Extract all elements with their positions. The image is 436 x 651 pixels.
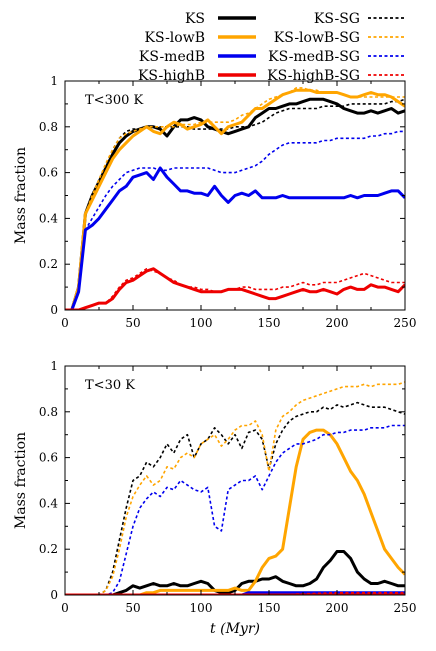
x-tick-label: 0 [61, 601, 69, 615]
series-group [65, 87, 405, 310]
legend-label-ks-sg: KS-SG [314, 11, 360, 27]
series-line-ks-lowb-sg [65, 381, 405, 595]
series-line-ks-medb-sg [65, 130, 405, 310]
y-axis-label: Mass fraction [13, 432, 29, 529]
y-tick-label: 0.8 [39, 120, 58, 134]
legend: KS KS-SG KS-lowB KS-lowB-SG KS-medB KS-medB-S… [138, 11, 406, 84]
series-line-ks-medb-sg [65, 424, 405, 595]
series-line-ks [65, 97, 405, 310]
y-tick-label: 0 [50, 303, 58, 317]
legend-label-ks-medb: KS-medB [139, 49, 205, 65]
x-tick-label: 150 [258, 601, 281, 615]
y-tick-label: 0.8 [39, 405, 58, 419]
x-tick-label: 0 [61, 316, 69, 330]
y-tick-label: 1 [50, 74, 58, 88]
y-tick-label: 0.4 [39, 496, 58, 510]
x-tick-label: 250 [394, 601, 417, 615]
series-line-ks-medb [65, 166, 405, 310]
temperature-annotation: T<300 K [85, 93, 144, 108]
y-tick-label: 0.2 [39, 257, 58, 271]
legend-label-ks-medb-sg: KS-medB-SG [268, 49, 360, 65]
panel-top: 0 50 100 150 200 250 0 0.2 0.4 0.6 0.8 1 T<300 K Mass… [13, 74, 416, 330]
panel-bottom: 0 50 100 150 200 250 0 0.2 0.4 0.6 0.8 1 T<30 K Mass … [13, 359, 416, 637]
legend-label-ks-highb: KS-highB [138, 68, 205, 84]
series-line-ks-highb-sg [65, 591, 405, 595]
x-axis-label: t (Myr) [210, 621, 260, 637]
series-line-ks-highb-sg [65, 267, 405, 310]
series-line-ks-sg [65, 401, 405, 595]
series-line-ks-highb [65, 267, 405, 310]
series-line-ks-lowb [65, 88, 405, 310]
series-group [65, 381, 405, 595]
y-tick-label: 0.2 [39, 542, 58, 556]
y-tick-label: 0.6 [39, 451, 58, 465]
series-line-ks-sg [65, 98, 405, 310]
y-tick-label: 0 [50, 588, 58, 602]
series-line-ks-lowb [65, 428, 405, 595]
y-tick-label: 0.6 [39, 166, 58, 180]
x-tick-label: 200 [326, 601, 349, 615]
x-tick-label: 50 [125, 601, 140, 615]
y-axis-label: Mass fraction [13, 147, 29, 244]
series-line-ks-lowb-sg [65, 87, 405, 310]
x-tick-label: 50 [125, 316, 140, 330]
x-tick-label: 150 [258, 316, 281, 330]
legend-label-ks-lowb: KS-lowB [145, 30, 205, 46]
x-tick-label: 200 [326, 316, 349, 330]
legend-label-ks-highb-sg: KS-highB-SG [267, 68, 360, 84]
legend-label-ks-lowb-sg: KS-lowB-SG [274, 30, 360, 46]
x-tick-label: 250 [394, 316, 417, 330]
y-tick-label: 0.4 [39, 211, 58, 225]
x-tick-label: 100 [190, 601, 213, 615]
temperature-annotation: T<30 K [85, 378, 135, 393]
legend-label-ks: KS [185, 11, 205, 27]
x-tick-label: 100 [190, 316, 213, 330]
y-tick-label: 1 [50, 359, 58, 373]
series-line-ks [65, 550, 405, 595]
